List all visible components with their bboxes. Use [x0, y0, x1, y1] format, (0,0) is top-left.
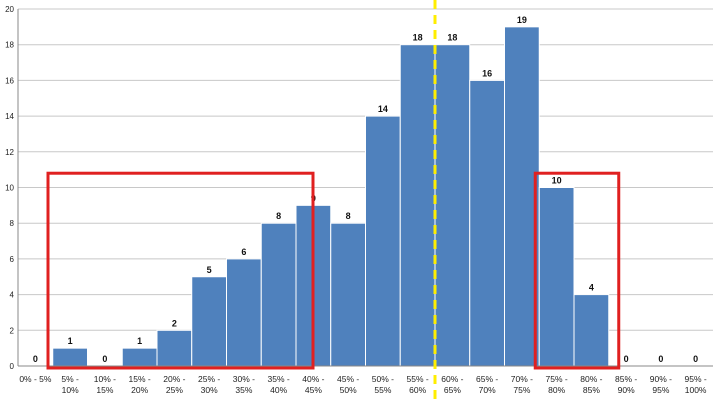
y-tick-label: 0: [10, 362, 15, 371]
data-label: 4: [589, 283, 594, 293]
x-tick-label: 50% -55%: [372, 374, 394, 395]
data-label: 18: [413, 33, 423, 43]
x-tick-label: 85% -90%: [615, 374, 637, 395]
bar: [399, 44, 436, 367]
bar: [573, 294, 610, 367]
x-tick-label: 25% -30%: [198, 374, 220, 395]
bar: [191, 276, 227, 367]
bar: [121, 347, 158, 367]
data-label: 18: [447, 33, 457, 43]
bar: [156, 329, 193, 367]
y-tick-label: 16: [5, 76, 14, 85]
x-axis: 0% - 5% 5% -10% 10% -15% 15% -20% 20% -25% 25…: [18, 365, 713, 395]
bar: [538, 187, 575, 367]
data-label: 0: [624, 354, 629, 364]
x-tick-label: 65% -70%: [476, 374, 498, 395]
data-label: 8: [346, 211, 351, 221]
x-tick-label: 20% -25%: [163, 374, 185, 395]
y-tick-label: 4: [10, 291, 15, 300]
data-label: 0: [33, 354, 38, 364]
x-tick-label: 5% -10%: [61, 374, 79, 395]
highlight-box: [533, 171, 621, 370]
data-label: 1: [68, 336, 73, 346]
x-tick-label: 0% - 5%: [19, 374, 52, 384]
x-tick-label: 95% -100%: [685, 374, 707, 395]
x-tick-label: 90% -95%: [650, 374, 672, 395]
x-tick-label: 10% -15%: [94, 374, 116, 395]
bars: [52, 26, 610, 367]
bar: [434, 44, 471, 367]
y-axis: 0 2 4 6 8 10 12 14 16 18 20: [5, 5, 19, 371]
data-label: 0: [693, 354, 698, 364]
data-label: 2: [172, 318, 177, 328]
y-tick-label: 6: [10, 255, 15, 264]
x-tick-label: 70% -75%: [511, 374, 533, 395]
annotations: [46, 0, 621, 400]
highlight-box: [46, 171, 315, 370]
y-tick-label: 8: [10, 219, 15, 228]
data-label: 8: [276, 211, 281, 221]
y-tick-label: 20: [5, 5, 14, 14]
y-tick-label: 10: [5, 184, 14, 193]
data-label: 5: [207, 265, 212, 275]
data-label: 1: [137, 336, 142, 346]
y-tick-label: 2: [10, 326, 15, 335]
x-tick-label: 15% -20%: [129, 374, 151, 395]
y-tick-label: 14: [5, 112, 14, 121]
bar: [365, 115, 401, 367]
bar: [504, 26, 540, 367]
x-tick-label: 40% -45%: [302, 374, 324, 395]
data-label: 14: [378, 104, 388, 114]
data-label: 0: [102, 354, 107, 364]
bar: [260, 222, 297, 367]
bar: [52, 347, 88, 367]
data-label: 0: [658, 354, 663, 364]
bar: [469, 79, 505, 367]
bar: [226, 258, 262, 367]
x-tick-label: 55% -60%: [407, 374, 429, 395]
y-tick-label: 18: [5, 41, 14, 50]
x-tick-label: 30% -35%: [233, 374, 255, 395]
x-tick-label: 75% -80%: [546, 374, 568, 395]
x-tick-label: 35% -40%: [268, 374, 290, 395]
bar: [330, 222, 366, 367]
y-tick-label: 12: [5, 148, 14, 157]
data-label: 6: [241, 247, 246, 257]
data-label: 16: [482, 68, 492, 78]
data-label: 19: [517, 15, 527, 25]
x-tick-label: 60% -65%: [441, 374, 463, 395]
x-tick-label: 45% -50%: [337, 374, 359, 395]
x-tick-label: 80% -85%: [580, 374, 602, 395]
data-label: 10: [552, 176, 562, 186]
